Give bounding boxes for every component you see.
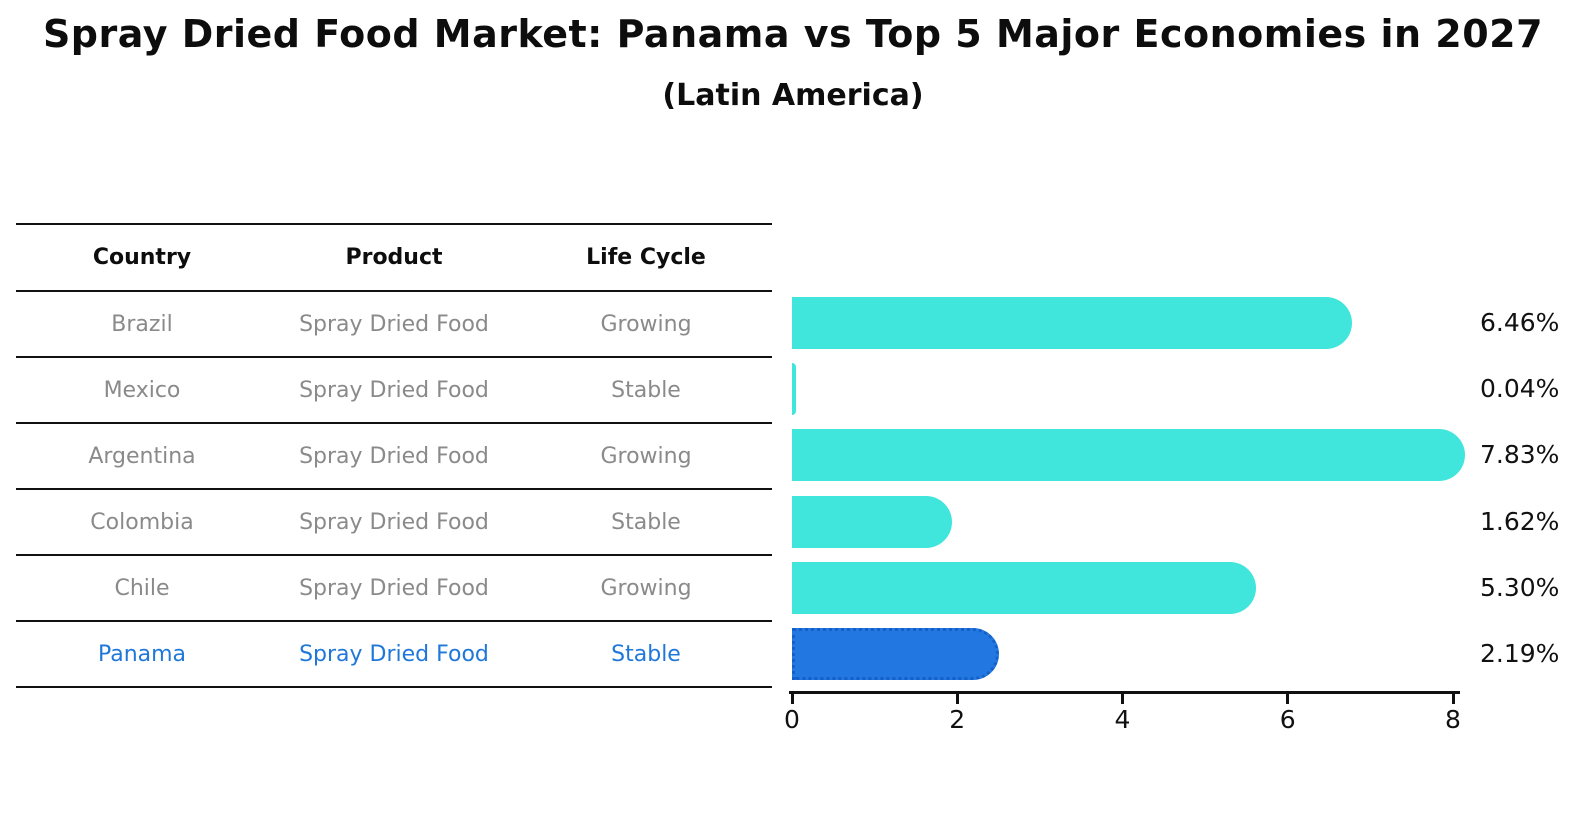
value-label: 0.04% xyxy=(1480,374,1560,404)
table-header-row: Country Product Life Cycle xyxy=(16,225,772,292)
bar-colombia xyxy=(792,495,952,548)
value-label: 2.19% xyxy=(1480,638,1560,668)
table-row: Chile Spray Dried Food Growing xyxy=(16,556,772,622)
table-row: Brazil Spray Dried Food Growing xyxy=(16,292,772,358)
chart-subtitle: (Latin America) xyxy=(662,78,924,113)
x-axis-tick xyxy=(955,694,959,704)
cell-lifecycle: Stable xyxy=(611,509,681,535)
cell-lifecycle: Growing xyxy=(600,575,692,601)
chart-title: Spray Dried Food Market: Panama vs Top 5… xyxy=(42,12,1544,56)
table-row: Colombia Spray Dried Food Stable xyxy=(16,490,772,556)
x-axis-tick-label: 2 xyxy=(949,705,966,734)
table-row: Argentina Spray Dried Food Growing xyxy=(16,424,772,490)
value-label: 1.62% xyxy=(1480,506,1560,536)
bar-argentina xyxy=(792,429,1465,482)
bar-brazil xyxy=(792,297,1352,350)
x-axis-tick-label: 0 xyxy=(784,705,800,734)
cell-product: Spray Dried Food xyxy=(299,377,489,403)
value-label: 6.46% xyxy=(1480,308,1560,338)
cell-lifecycle: Growing xyxy=(600,443,692,469)
cell-product: Spray Dried Food xyxy=(299,509,489,535)
bar-mexico xyxy=(792,363,796,416)
x-axis-tick xyxy=(1286,694,1290,704)
cell-lifecycle: Stable xyxy=(611,377,681,403)
header-cell-product: Product xyxy=(345,245,443,270)
table-row: Panama Spray Dried Food Stable xyxy=(16,622,772,688)
country-table: Country Product Life Cycle Brazil Spray … xyxy=(16,223,772,688)
x-axis-tick xyxy=(1451,694,1455,704)
value-label: 5.30% xyxy=(1480,572,1560,602)
cell-product: Spray Dried Food xyxy=(299,575,489,601)
header-cell-country: Country xyxy=(92,245,192,270)
cell-country: Colombia xyxy=(90,509,194,535)
cell-country: Mexico xyxy=(103,377,181,403)
cell-country: Argentina xyxy=(88,443,196,469)
cell-country: Brazil xyxy=(111,311,173,337)
x-axis-tick xyxy=(1121,694,1124,704)
x-axis-tick xyxy=(790,694,794,704)
x-axis-tick-label: 8 xyxy=(1445,705,1461,734)
cell-product: Spray Dried Food xyxy=(299,641,489,667)
cell-country: Panama xyxy=(97,641,187,667)
header-cell-lifecycle: Life Cycle xyxy=(586,245,706,270)
cell-lifecycle: Growing xyxy=(600,311,692,337)
bar-chile xyxy=(792,561,1256,614)
cell-product: Spray Dried Food xyxy=(299,443,489,469)
cell-product: Spray Dried Food xyxy=(299,311,489,337)
value-label: 7.83% xyxy=(1480,440,1560,470)
cell-country: Chile xyxy=(114,575,170,601)
x-axis-tick-label: 4 xyxy=(1114,705,1131,734)
bar-panama xyxy=(792,627,999,680)
x-axis-line xyxy=(789,691,1460,694)
table-row: Mexico Spray Dried Food Stable xyxy=(16,358,772,424)
x-axis-tick-label: 6 xyxy=(1279,705,1296,734)
cell-lifecycle: Stable xyxy=(611,641,681,667)
